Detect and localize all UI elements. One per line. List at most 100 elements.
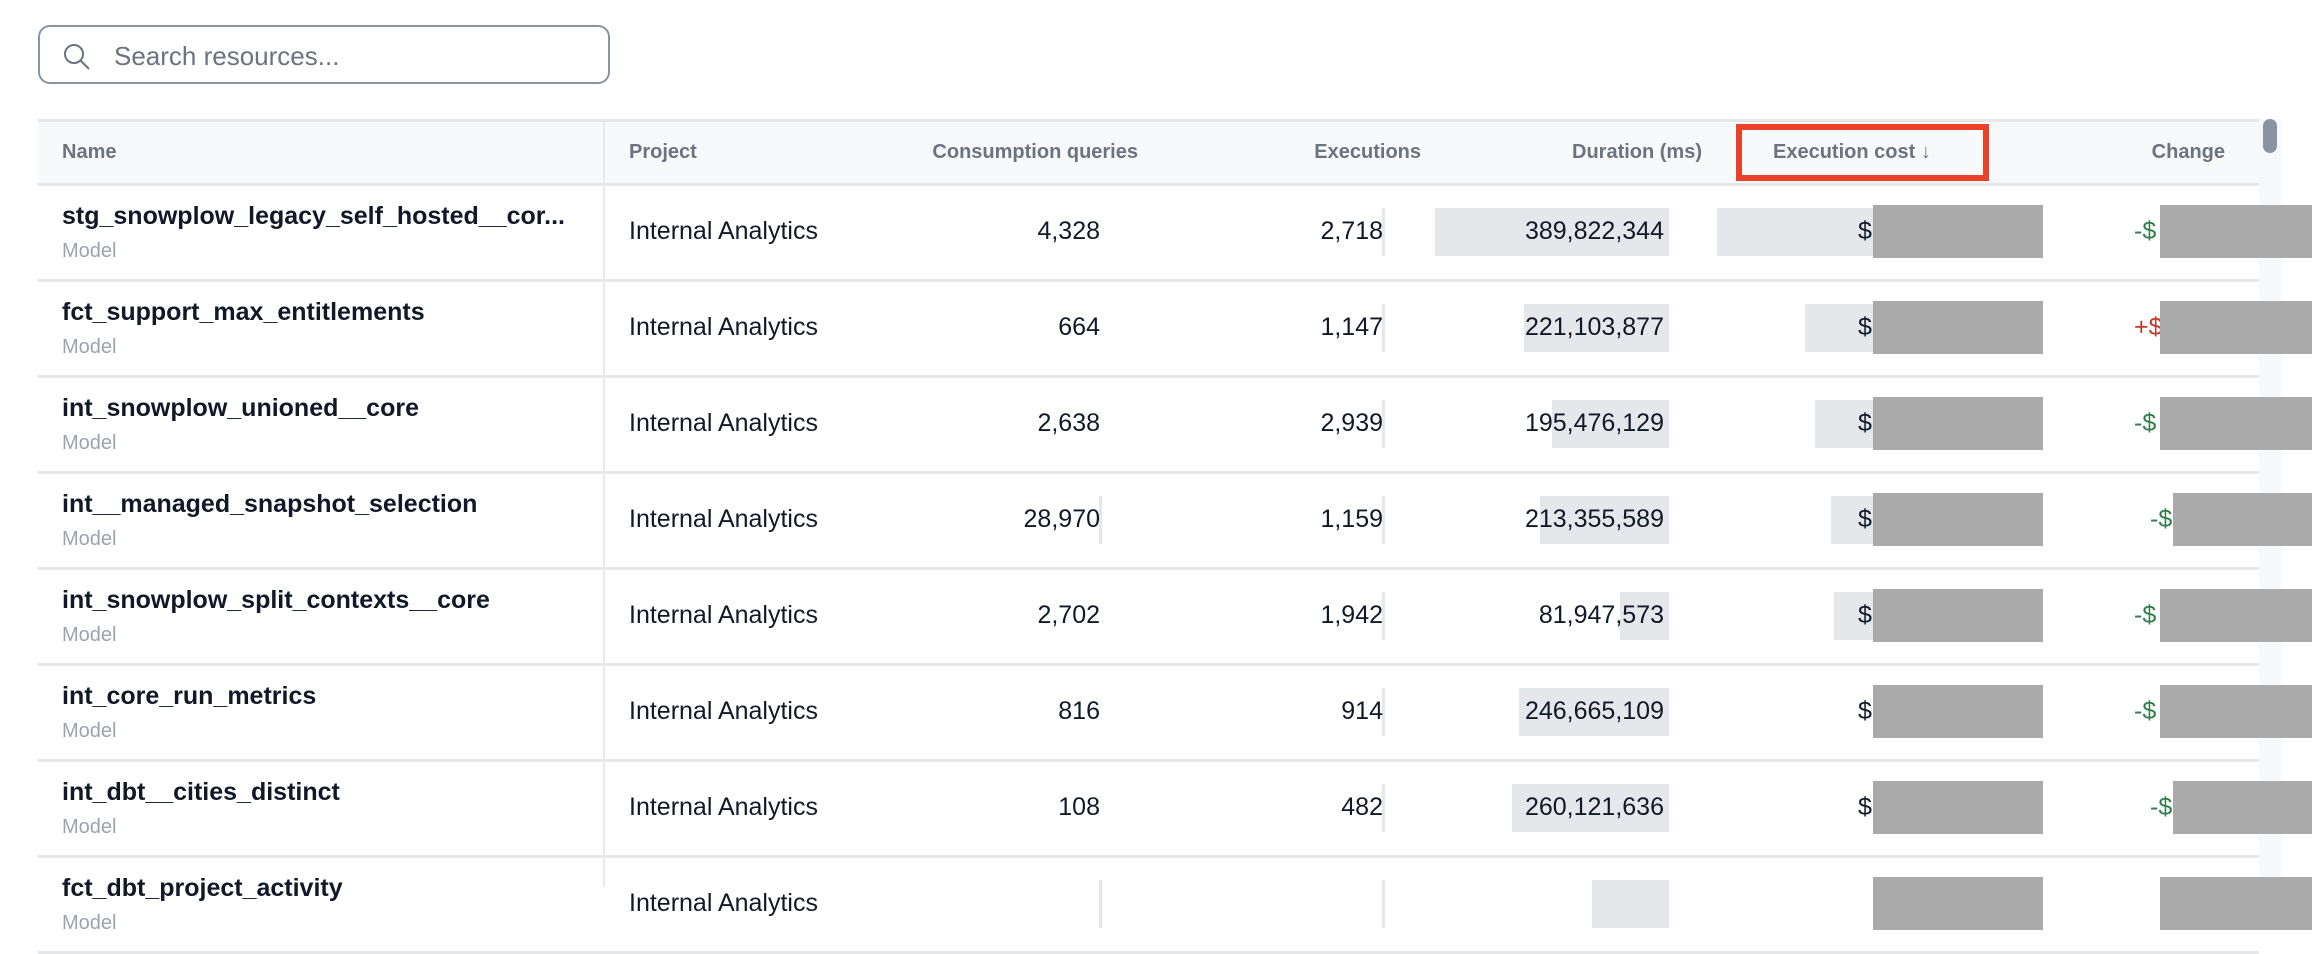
- duration-bar: [1552, 400, 1669, 448]
- resource-type: Model: [62, 528, 117, 550]
- sorted-column-highlight: [1736, 124, 1989, 181]
- redacted-change: [2160, 397, 2312, 450]
- consumption-queries-cell: 28,970: [1023, 505, 1100, 533]
- redacted-execution-cost: [1873, 397, 2043, 450]
- resource-name[interactable]: fct_dbt_project_activity: [62, 874, 343, 902]
- resource-type: Model: [62, 816, 117, 838]
- change-prefix: -$: [2150, 793, 2173, 821]
- project-cell: Internal Analytics: [629, 793, 818, 821]
- resource-type: Model: [62, 912, 117, 934]
- table-row[interactable]: int__managed_snapshot_selection Model In…: [38, 474, 2312, 570]
- resources-table: Name Project Consumption queries Executi…: [38, 119, 2312, 954]
- table-row[interactable]: stg_snowplow_legacy_self_hosted__cor... …: [38, 186, 2312, 282]
- redacted-execution-cost: [1873, 205, 2043, 258]
- redacted-change: [2173, 781, 2312, 834]
- column-header-duration[interactable]: Duration (ms): [1572, 141, 1702, 163]
- table-row[interactable]: int_core_run_metrics Model Internal Anal…: [38, 666, 2312, 762]
- resource-type: Model: [62, 432, 117, 454]
- resource-type: Model: [62, 240, 117, 262]
- column-header-project[interactable]: Project: [629, 141, 697, 163]
- project-cell: Internal Analytics: [629, 697, 818, 725]
- execution-cost-prefix: $: [1858, 793, 1872, 821]
- search-input[interactable]: [112, 35, 596, 77]
- project-cell: Internal Analytics: [629, 889, 818, 917]
- consumption-queries-cell: 4,328: [1037, 217, 1100, 245]
- executions-bar: [1382, 208, 1385, 256]
- resource-name[interactable]: int__managed_snapshot_selection: [62, 490, 478, 518]
- executions-cell: 2,718: [1320, 217, 1383, 245]
- project-cell: Internal Analytics: [629, 409, 818, 437]
- duration-bar: [1512, 784, 1669, 832]
- column-header-name[interactable]: Name: [62, 141, 117, 163]
- consumption-queries-cell: 2,702: [1037, 601, 1100, 629]
- duration-cell: 213,355,589: [1524, 505, 1664, 533]
- resource-type: Model: [62, 624, 117, 646]
- execution-cost-prefix: $: [1858, 697, 1872, 725]
- project-cell: Internal Analytics: [629, 601, 818, 629]
- resource-name[interactable]: stg_snowplow_legacy_self_hosted__cor...: [62, 202, 565, 230]
- search-box[interactable]: [38, 25, 610, 84]
- resource-name[interactable]: int_snowplow_unioned__core: [62, 394, 419, 422]
- search-icon: [64, 44, 90, 70]
- duration-cell: 389,822,344: [1524, 217, 1664, 245]
- change-prefix: -$: [2134, 697, 2157, 725]
- duration-bar: [1435, 208, 1669, 256]
- executions-bar: [1382, 688, 1385, 736]
- duration-bar: [1540, 496, 1669, 544]
- execution-cost-prefix: $: [1858, 217, 1872, 245]
- column-header-execution-cost[interactable]: Execution cost ↓: [1773, 141, 1931, 163]
- duration-bar: [1619, 592, 1669, 640]
- execution-cost-prefix: $: [1858, 313, 1872, 341]
- redacted-change: [2160, 589, 2312, 642]
- executions-bar: [1382, 592, 1385, 640]
- resource-type: Model: [62, 720, 117, 742]
- redacted-change: [2173, 493, 2312, 546]
- executions-cell: 1,159: [1320, 505, 1383, 533]
- table-row[interactable]: int_dbt__cities_distinct Model Internal …: [38, 762, 2312, 858]
- duration-bar: [1519, 688, 1669, 736]
- project-cell: Internal Analytics: [629, 313, 818, 341]
- redacted-execution-cost: [1873, 589, 2043, 642]
- redacted-change: [2160, 301, 2312, 354]
- resource-name[interactable]: int_snowplow_split_contexts__core: [62, 586, 490, 614]
- change-prefix: -$: [2150, 505, 2173, 533]
- duration-cell: 246,665,109: [1524, 697, 1664, 725]
- change-prefix: -$: [2134, 217, 2157, 245]
- consumption-queries-bar: [1099, 496, 1102, 544]
- table-header: Name Project Consumption queries Executi…: [38, 122, 2259, 186]
- scrollbar-thumb[interactable]: [2263, 119, 2277, 153]
- execution-cost-prefix: $: [1858, 505, 1872, 533]
- change-prefix: +$: [2134, 313, 2163, 341]
- executions-bar: [1382, 784, 1385, 832]
- executions-bar: [1382, 880, 1385, 928]
- consumption-queries-cell: 664: [1058, 313, 1100, 341]
- column-header-change[interactable]: Change: [2151, 141, 2225, 163]
- execution-cost-prefix: $: [1858, 601, 1872, 629]
- table-row[interactable]: int_snowplow_split_contexts__core Model …: [38, 570, 2312, 666]
- executions-bar: [1382, 304, 1385, 352]
- executions-cell: 482: [1341, 793, 1383, 821]
- consumption-queries-cell: 108: [1058, 793, 1100, 821]
- executions-bar: [1382, 400, 1385, 448]
- duration-bar: [1591, 880, 1669, 928]
- change-prefix: -$: [2134, 601, 2157, 629]
- change-prefix: -$: [2134, 409, 2157, 437]
- table-row[interactable]: fct_dbt_project_activity Model Internal …: [38, 858, 2312, 954]
- redacted-execution-cost: [1873, 493, 2043, 546]
- table-row[interactable]: fct_support_max_entitlements Model Inter…: [38, 282, 2312, 378]
- resource-name[interactable]: int_core_run_metrics: [62, 682, 317, 710]
- executions-cell: 2,939: [1320, 409, 1383, 437]
- duration-cell: 260,121,636: [1524, 793, 1664, 821]
- duration-bar: [1523, 304, 1669, 352]
- executions-cell: 1,147: [1320, 313, 1383, 341]
- column-header-executions[interactable]: Executions: [1314, 141, 1421, 163]
- redacted-execution-cost: [1873, 685, 2043, 738]
- redacted-execution-cost: [1873, 877, 2043, 930]
- table-row[interactable]: int_snowplow_unioned__core Model Interna…: [38, 378, 2312, 474]
- redacted-change: [2160, 877, 2312, 930]
- column-header-consumption-queries[interactable]: Consumption queries: [932, 141, 1138, 163]
- executions-cell: 1,942: [1320, 601, 1383, 629]
- resource-name[interactable]: fct_support_max_entitlements: [62, 298, 425, 326]
- duration-cell: 221,103,877: [1524, 313, 1664, 341]
- resource-name[interactable]: int_dbt__cities_distinct: [62, 778, 340, 806]
